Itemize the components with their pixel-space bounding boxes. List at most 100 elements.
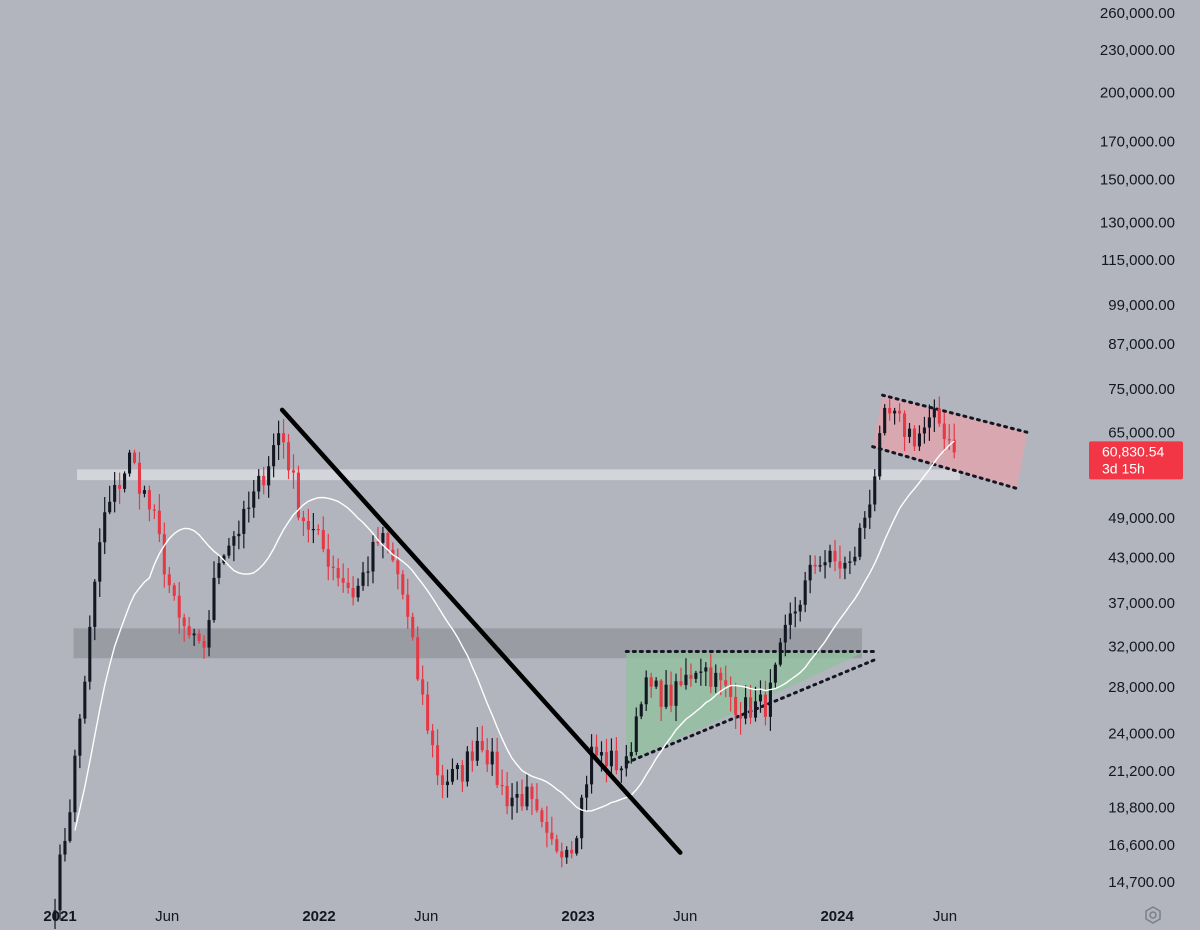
candle[interactable]	[917, 425, 921, 451]
candle[interactable]	[808, 555, 812, 594]
candle[interactable]	[460, 760, 464, 792]
candle[interactable]	[431, 724, 435, 758]
candle[interactable]	[555, 834, 559, 854]
candle[interactable]	[182, 613, 186, 642]
descending-channel-fill[interactable]	[872, 395, 1028, 489]
candle[interactable]	[629, 742, 633, 764]
candle[interactable]	[257, 469, 261, 500]
candle[interactable]	[167, 566, 171, 594]
candle[interactable]	[888, 399, 892, 421]
candle[interactable]	[132, 449, 137, 465]
candle[interactable]	[614, 737, 618, 775]
candle[interactable]	[565, 846, 569, 864]
candle[interactable]	[212, 561, 216, 623]
candle[interactable]	[252, 479, 256, 518]
candle[interactable]	[152, 504, 156, 520]
resistance-zone[interactable]	[77, 469, 960, 481]
candle[interactable]	[828, 544, 832, 568]
candle[interactable]	[679, 667, 683, 687]
candle[interactable]	[863, 511, 867, 539]
candle[interactable]	[227, 537, 231, 559]
candle[interactable]	[247, 491, 251, 523]
candle[interactable]	[78, 714, 82, 769]
candle[interactable]	[520, 779, 524, 811]
candle[interactable]	[813, 555, 817, 574]
candle[interactable]	[113, 472, 117, 513]
candle[interactable]	[406, 578, 410, 629]
candle[interactable]	[704, 662, 708, 687]
candle[interactable]	[108, 485, 112, 515]
candle[interactable]	[694, 670, 698, 683]
candle[interactable]	[768, 669, 772, 731]
candle[interactable]	[684, 658, 688, 690]
candle[interactable]	[525, 774, 529, 811]
candle[interactable]	[575, 835, 579, 856]
candle[interactable]	[883, 404, 887, 436]
candle[interactable]	[128, 449, 132, 477]
candle[interactable]	[540, 807, 544, 828]
candle[interactable]	[853, 546, 857, 566]
candle[interactable]	[758, 680, 763, 713]
candle[interactable]	[470, 740, 474, 772]
candle[interactable]	[639, 701, 643, 720]
candle[interactable]	[301, 510, 305, 536]
candle[interactable]	[58, 844, 62, 920]
candle[interactable]	[510, 783, 514, 820]
candle[interactable]	[366, 556, 370, 587]
candle[interactable]	[753, 686, 758, 722]
candle[interactable]	[922, 416, 926, 444]
candle[interactable]	[147, 485, 151, 522]
candle[interactable]	[709, 653, 713, 694]
candle[interactable]	[699, 658, 703, 686]
candle[interactable]	[311, 513, 315, 544]
candle[interactable]	[654, 677, 658, 689]
candle[interactable]	[570, 841, 574, 859]
candle[interactable]	[778, 637, 782, 667]
candle[interactable]	[88, 615, 92, 690]
candle[interactable]	[893, 407, 897, 425]
candle[interactable]	[480, 725, 484, 753]
candle[interactable]	[321, 516, 325, 553]
candle[interactable]	[157, 494, 161, 543]
candle[interactable]	[426, 681, 430, 735]
candle[interactable]	[823, 550, 827, 579]
candle[interactable]	[396, 548, 400, 590]
candle[interactable]	[381, 526, 385, 559]
candle[interactable]	[619, 765, 623, 783]
candle[interactable]	[744, 685, 748, 725]
channel-upper-line[interactable]	[881, 393, 1029, 434]
candle[interactable]	[192, 628, 196, 646]
candle[interactable]	[942, 412, 946, 452]
candle[interactable]	[550, 816, 554, 845]
candle[interactable]	[217, 555, 221, 585]
candle[interactable]	[848, 551, 852, 575]
candle[interactable]	[53, 898, 57, 929]
candle[interactable]	[98, 528, 102, 598]
candle[interactable]	[316, 524, 320, 536]
candle[interactable]	[455, 762, 459, 780]
candle[interactable]	[724, 665, 728, 698]
candle[interactable]	[277, 420, 281, 460]
candle[interactable]	[172, 582, 176, 601]
candle[interactable]	[137, 452, 142, 510]
candle[interactable]	[843, 556, 847, 580]
candle[interactable]	[515, 781, 519, 813]
candle[interactable]	[346, 568, 350, 594]
candle[interactable]	[490, 738, 494, 776]
candle[interactable]	[123, 471, 127, 493]
candle[interactable]	[649, 672, 653, 698]
candle[interactable]	[272, 433, 276, 478]
candle[interactable]	[83, 675, 87, 724]
candle[interactable]	[291, 454, 296, 489]
candle[interactable]	[937, 396, 941, 427]
candle[interactable]	[545, 806, 549, 848]
candle[interactable]	[187, 616, 191, 639]
candle[interactable]	[580, 794, 584, 850]
candle[interactable]	[237, 520, 241, 550]
candle[interactable]	[411, 612, 415, 641]
candle[interactable]	[634, 707, 638, 756]
candle[interactable]	[530, 783, 534, 815]
candle[interactable]	[450, 758, 455, 785]
candle[interactable]	[232, 531, 236, 562]
